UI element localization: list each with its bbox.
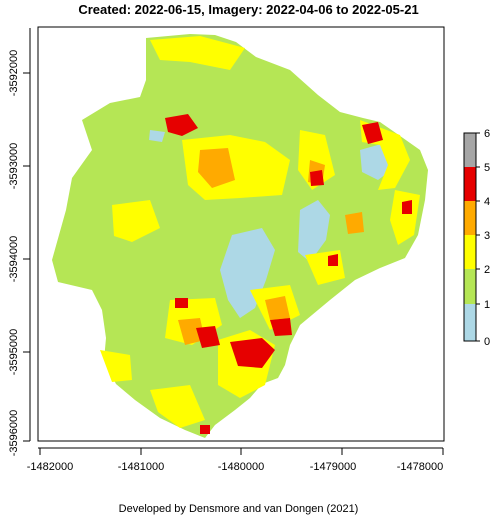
- legend-swatch: [464, 235, 476, 269]
- class-4-patch: [328, 254, 338, 266]
- legend-label: 4: [484, 196, 490, 208]
- map-title: Created: 2022-06-15, Imagery: 2022-04-06…: [78, 2, 419, 17]
- class-2-patch: [112, 200, 160, 242]
- y-tick-label: -3593000: [8, 143, 20, 190]
- class-2-patch: [150, 385, 205, 428]
- class-0-patch: [298, 200, 330, 262]
- legend-swatch: [464, 201, 476, 235]
- legend-label: 2: [484, 264, 490, 276]
- x-axis: -1482000 -1481000 -1480000 -1479000 -147…: [27, 447, 444, 473]
- classified-raster: [52, 34, 428, 438]
- y-axis: -3592000 -3593000 -3594000 -3595000 -359…: [8, 28, 31, 457]
- class-3-patch: [198, 148, 235, 188]
- class-4-patch: [196, 326, 220, 348]
- x-tick-label: -1479000: [310, 461, 357, 473]
- class-2-patch: [100, 350, 132, 382]
- x-tick-label: -1480000: [218, 461, 265, 473]
- class-4-patch: [402, 200, 412, 214]
- class-4-patch: [175, 298, 188, 308]
- class-0-patch: [220, 228, 275, 318]
- x-tick-label: -1482000: [27, 461, 74, 473]
- class-3-patch: [178, 318, 205, 345]
- legend: 6 5 4 3 2 1 0: [463, 128, 490, 348]
- legend-label: 0: [484, 336, 490, 348]
- legend-label: 6: [484, 128, 490, 140]
- legend-label: 1: [484, 299, 490, 311]
- x-tick-label: -1481000: [118, 461, 165, 473]
- credit-text: Developed by Densmore and van Dongen (20…: [118, 503, 359, 515]
- legend-swatch: [464, 269, 476, 304]
- class-4-patch: [362, 122, 383, 144]
- y-tick-label: -3595000: [8, 329, 20, 376]
- class-4-patch: [200, 425, 210, 434]
- legend-swatch: [464, 167, 476, 201]
- legend-swatch: [464, 133, 476, 167]
- class-4-patch: [310, 170, 324, 186]
- x-tick-label: -1478000: [397, 461, 444, 473]
- class-4-patch: [165, 114, 198, 136]
- legend-label: 3: [484, 230, 490, 242]
- class-0-patch: [149, 130, 165, 142]
- class-2-patch: [298, 130, 335, 190]
- class-4-patch: [270, 318, 292, 336]
- y-tick-label: -3592000: [8, 50, 20, 97]
- y-tick-label: -3596000: [8, 410, 20, 457]
- class-3-patch: [345, 212, 364, 234]
- legend-frame: [463, 132, 477, 342]
- class-2-patch: [390, 190, 420, 245]
- legend-swatch: [464, 304, 476, 341]
- class-3-patch: [265, 296, 290, 320]
- y-tick-label: -3594000: [8, 236, 20, 283]
- class-2-patch: [150, 36, 245, 70]
- class-4-patch: [230, 338, 275, 368]
- legend-label: 5: [484, 162, 490, 174]
- plot-frame: [37, 26, 445, 442]
